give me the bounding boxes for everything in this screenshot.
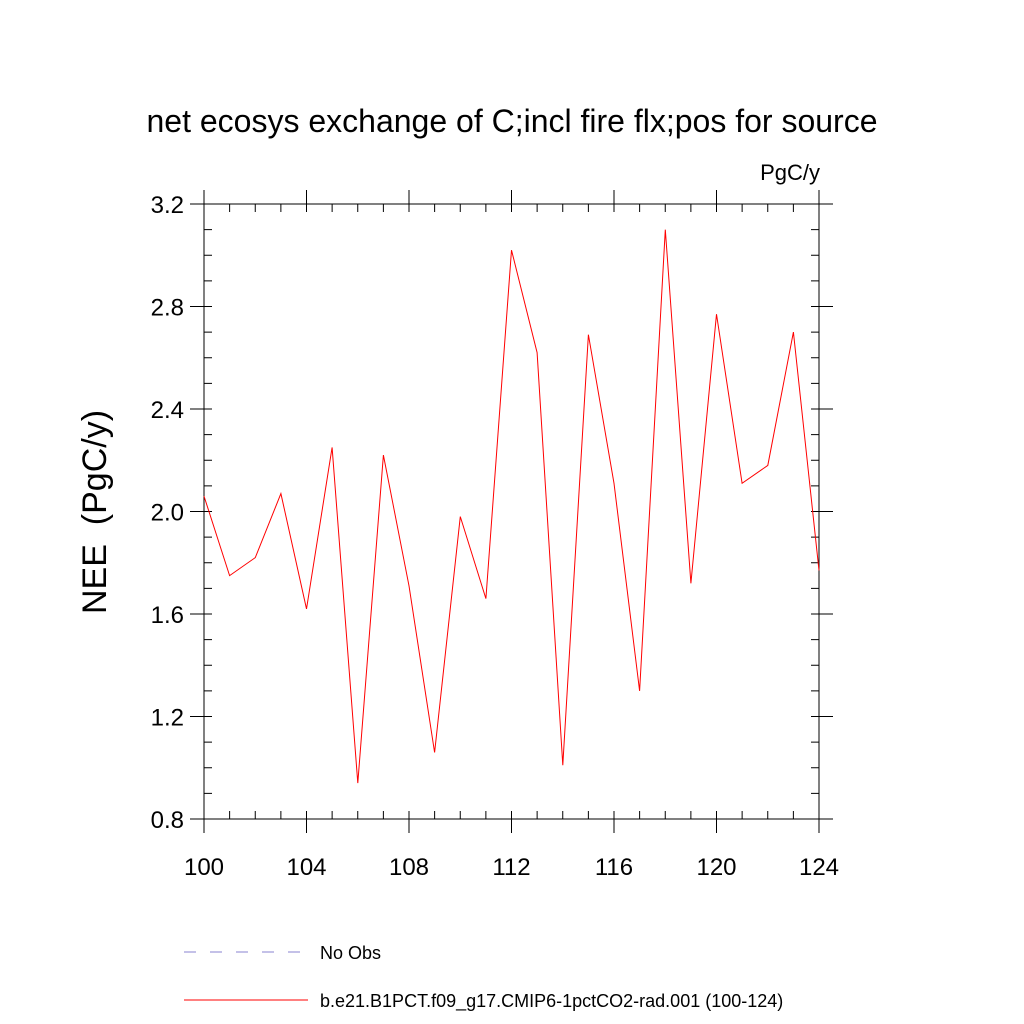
y-tick-label: 1.6	[151, 602, 184, 629]
plot-area: 0.8 1.2 1.6 2.0 2.4 2.8 3.2 100 104 108 112 116 120 1…	[151, 190, 839, 881]
legend: No Obs b.e21.B1PCT.f09_g17.CMIP6-1pctCO2-…	[184, 943, 783, 1012]
x-tick-label: 100	[184, 854, 224, 881]
x-tick-label: 124	[799, 854, 839, 881]
y-axis-label: NEE (PgC/y)	[76, 410, 114, 614]
legend-label: b.e21.B1PCT.f09_g17.CMIP6-1pctCO2-rad.00…	[320, 991, 783, 1012]
plot-frame	[203, 203, 820, 820]
y-tick-label: 1.2	[151, 705, 184, 732]
x-tick-label: 112	[492, 854, 530, 881]
y-tick-label: 3.2	[151, 192, 184, 219]
series-line	[203, 229, 820, 784]
units-label: PgC/y	[760, 160, 820, 185]
x-tick-label: 108	[389, 854, 429, 881]
y-tick-label: 2.4	[151, 397, 184, 424]
x-tick-label: 120	[696, 854, 736, 881]
legend-label: No Obs	[320, 943, 381, 963]
chart-title: net ecosys exchange of C;incl fire flx;p…	[146, 103, 877, 139]
y-tick-label: 2.0	[151, 500, 184, 527]
x-tick-label: 104	[286, 854, 326, 881]
x-tick-label: 116	[595, 854, 633, 881]
y-tick-label: 2.8	[151, 295, 184, 322]
y-tick-label: 0.8	[151, 807, 184, 834]
